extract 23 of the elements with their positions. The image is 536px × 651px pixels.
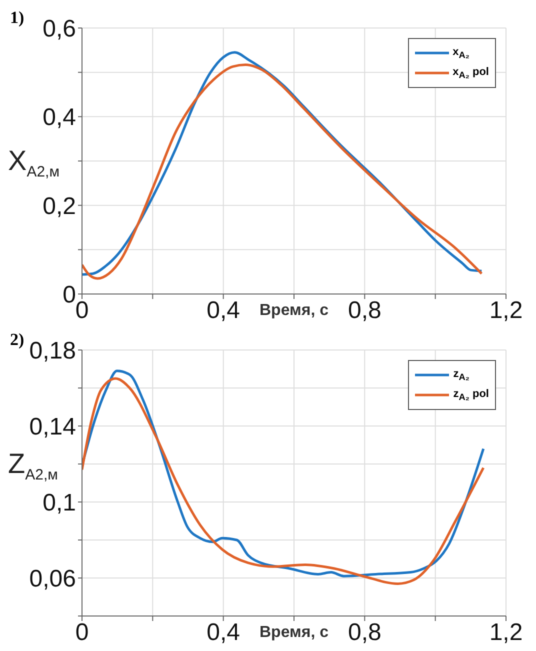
x-tick-label: 0,8 — [348, 619, 382, 646]
legend-label: x$_{A₂}$ — [452, 46, 470, 60]
y-tick-label: 0,18 — [29, 338, 76, 365]
y-tick-label: 0,1 — [42, 490, 76, 517]
y-axis-title: Z$_{A2,м}$ — [8, 448, 58, 484]
x-tick-label: 1,2 — [489, 619, 523, 646]
x-tick-label: 0,4 — [206, 297, 240, 324]
y-tick-label: 0,2 — [42, 192, 76, 220]
legend-label: z$_{A₂}$ pol — [453, 388, 489, 402]
text: 2) — [10, 330, 24, 350]
y-tick-label: 0,14 — [29, 414, 76, 441]
x-axis-title: Время, с — [260, 624, 328, 641]
y-tick-label: 0,4 — [42, 104, 76, 132]
x-axis-title: Время, с — [260, 302, 328, 319]
legend-label: z$_{A₂}$ — [453, 368, 470, 382]
y-axis-title: X$_{A2,м}$ — [8, 145, 60, 183]
x-tick-label: 0,8 — [348, 297, 382, 324]
text: 1) — [10, 8, 24, 28]
legend-label: x$_{A₂}$ pol — [452, 66, 489, 80]
x-tick-label: 0,4 — [206, 619, 240, 646]
x-tick-label: 1,2 — [489, 297, 523, 324]
y-tick-label: 0,06 — [29, 566, 76, 593]
y-tick-label: 0,6 — [42, 16, 76, 43]
